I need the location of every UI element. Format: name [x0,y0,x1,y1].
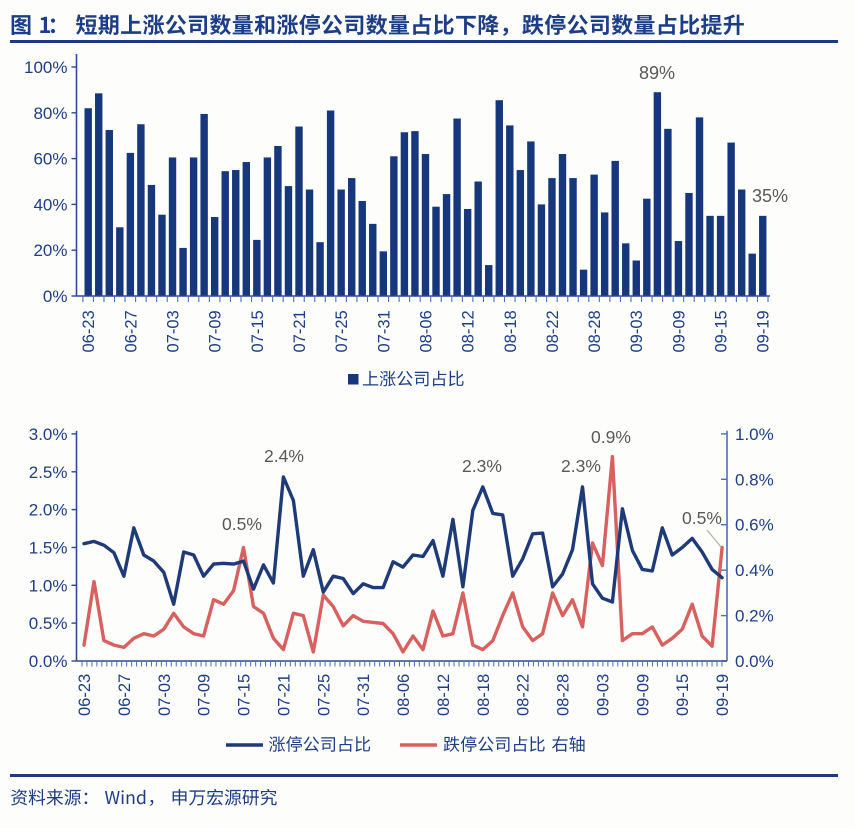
svg-text:07-15: 07-15 [236,674,254,716]
svg-text:0.5%: 0.5% [29,614,68,633]
svg-text:2.5%: 2.5% [29,463,68,482]
svg-text:08-22: 08-22 [544,310,562,352]
svg-text:08-22: 08-22 [515,674,533,716]
svg-text:0.6%: 0.6% [735,516,774,535]
svg-text:07-03: 07-03 [165,310,183,352]
svg-text:06-23: 06-23 [76,674,94,716]
svg-text:07-03: 07-03 [156,674,174,716]
svg-text:07-31: 07-31 [355,674,373,716]
svg-text:2.0%: 2.0% [29,501,68,520]
svg-text:35%: 35% [752,186,788,206]
svg-text:09-19: 09-19 [755,310,773,352]
svg-text:0.0%: 0.0% [735,652,774,671]
svg-text:89%: 89% [639,63,675,83]
svg-text:07-21: 07-21 [291,310,309,352]
svg-text:0.9%: 0.9% [591,427,631,447]
svg-text:09-19: 09-19 [714,674,732,716]
svg-text:06-27: 06-27 [122,310,140,352]
svg-text:0.5%: 0.5% [222,514,262,534]
svg-text:3.0%: 3.0% [29,425,68,444]
svg-text:08-28: 08-28 [586,310,604,352]
svg-text:2.3%: 2.3% [462,456,502,476]
svg-text:20%: 20% [33,241,67,260]
svg-text:09-09: 09-09 [634,674,652,716]
svg-text:07-25: 07-25 [315,674,333,716]
svg-text:09-03: 09-03 [594,674,612,716]
svg-text:07-25: 07-25 [333,310,351,352]
svg-text:0.2%: 0.2% [735,607,774,626]
svg-text:08-06: 08-06 [417,310,435,352]
svg-text:40%: 40% [33,195,67,214]
svg-text:1.0%: 1.0% [29,576,68,595]
svg-text:0.8%: 0.8% [735,470,774,489]
svg-text:08-12: 08-12 [460,310,478,352]
svg-text:08-12: 08-12 [435,674,453,716]
svg-text:0%: 0% [43,287,68,306]
svg-text:60%: 60% [33,150,67,169]
svg-text:100%: 100% [24,58,67,77]
svg-text:1.5%: 1.5% [29,539,68,558]
svg-text:08-28: 08-28 [555,674,573,716]
svg-text:07-15: 07-15 [249,310,267,352]
svg-text:0.5%: 0.5% [682,508,722,528]
svg-text:07-09: 07-09 [207,310,225,352]
svg-text:0.0%: 0.0% [29,652,68,671]
svg-text:09-15: 09-15 [674,674,692,716]
svg-text:06-23: 06-23 [80,310,98,352]
svg-text:80%: 80% [33,104,67,123]
svg-text:06-27: 06-27 [116,674,134,716]
svg-text:08-06: 08-06 [395,674,413,716]
svg-text:07-31: 07-31 [375,310,393,352]
svg-text:0.4%: 0.4% [735,561,774,580]
svg-text:07-21: 07-21 [275,674,293,716]
svg-text:2.3%: 2.3% [561,456,601,476]
svg-text:08-18: 08-18 [475,674,493,716]
svg-text:2.4%: 2.4% [264,446,304,466]
svg-text:09-09: 09-09 [670,310,688,352]
svg-text:09-03: 09-03 [628,310,646,352]
svg-text:09-15: 09-15 [713,310,731,352]
svg-text:1.0%: 1.0% [735,425,774,444]
svg-text:08-18: 08-18 [502,310,520,352]
svg-text:07-09: 07-09 [196,674,214,716]
